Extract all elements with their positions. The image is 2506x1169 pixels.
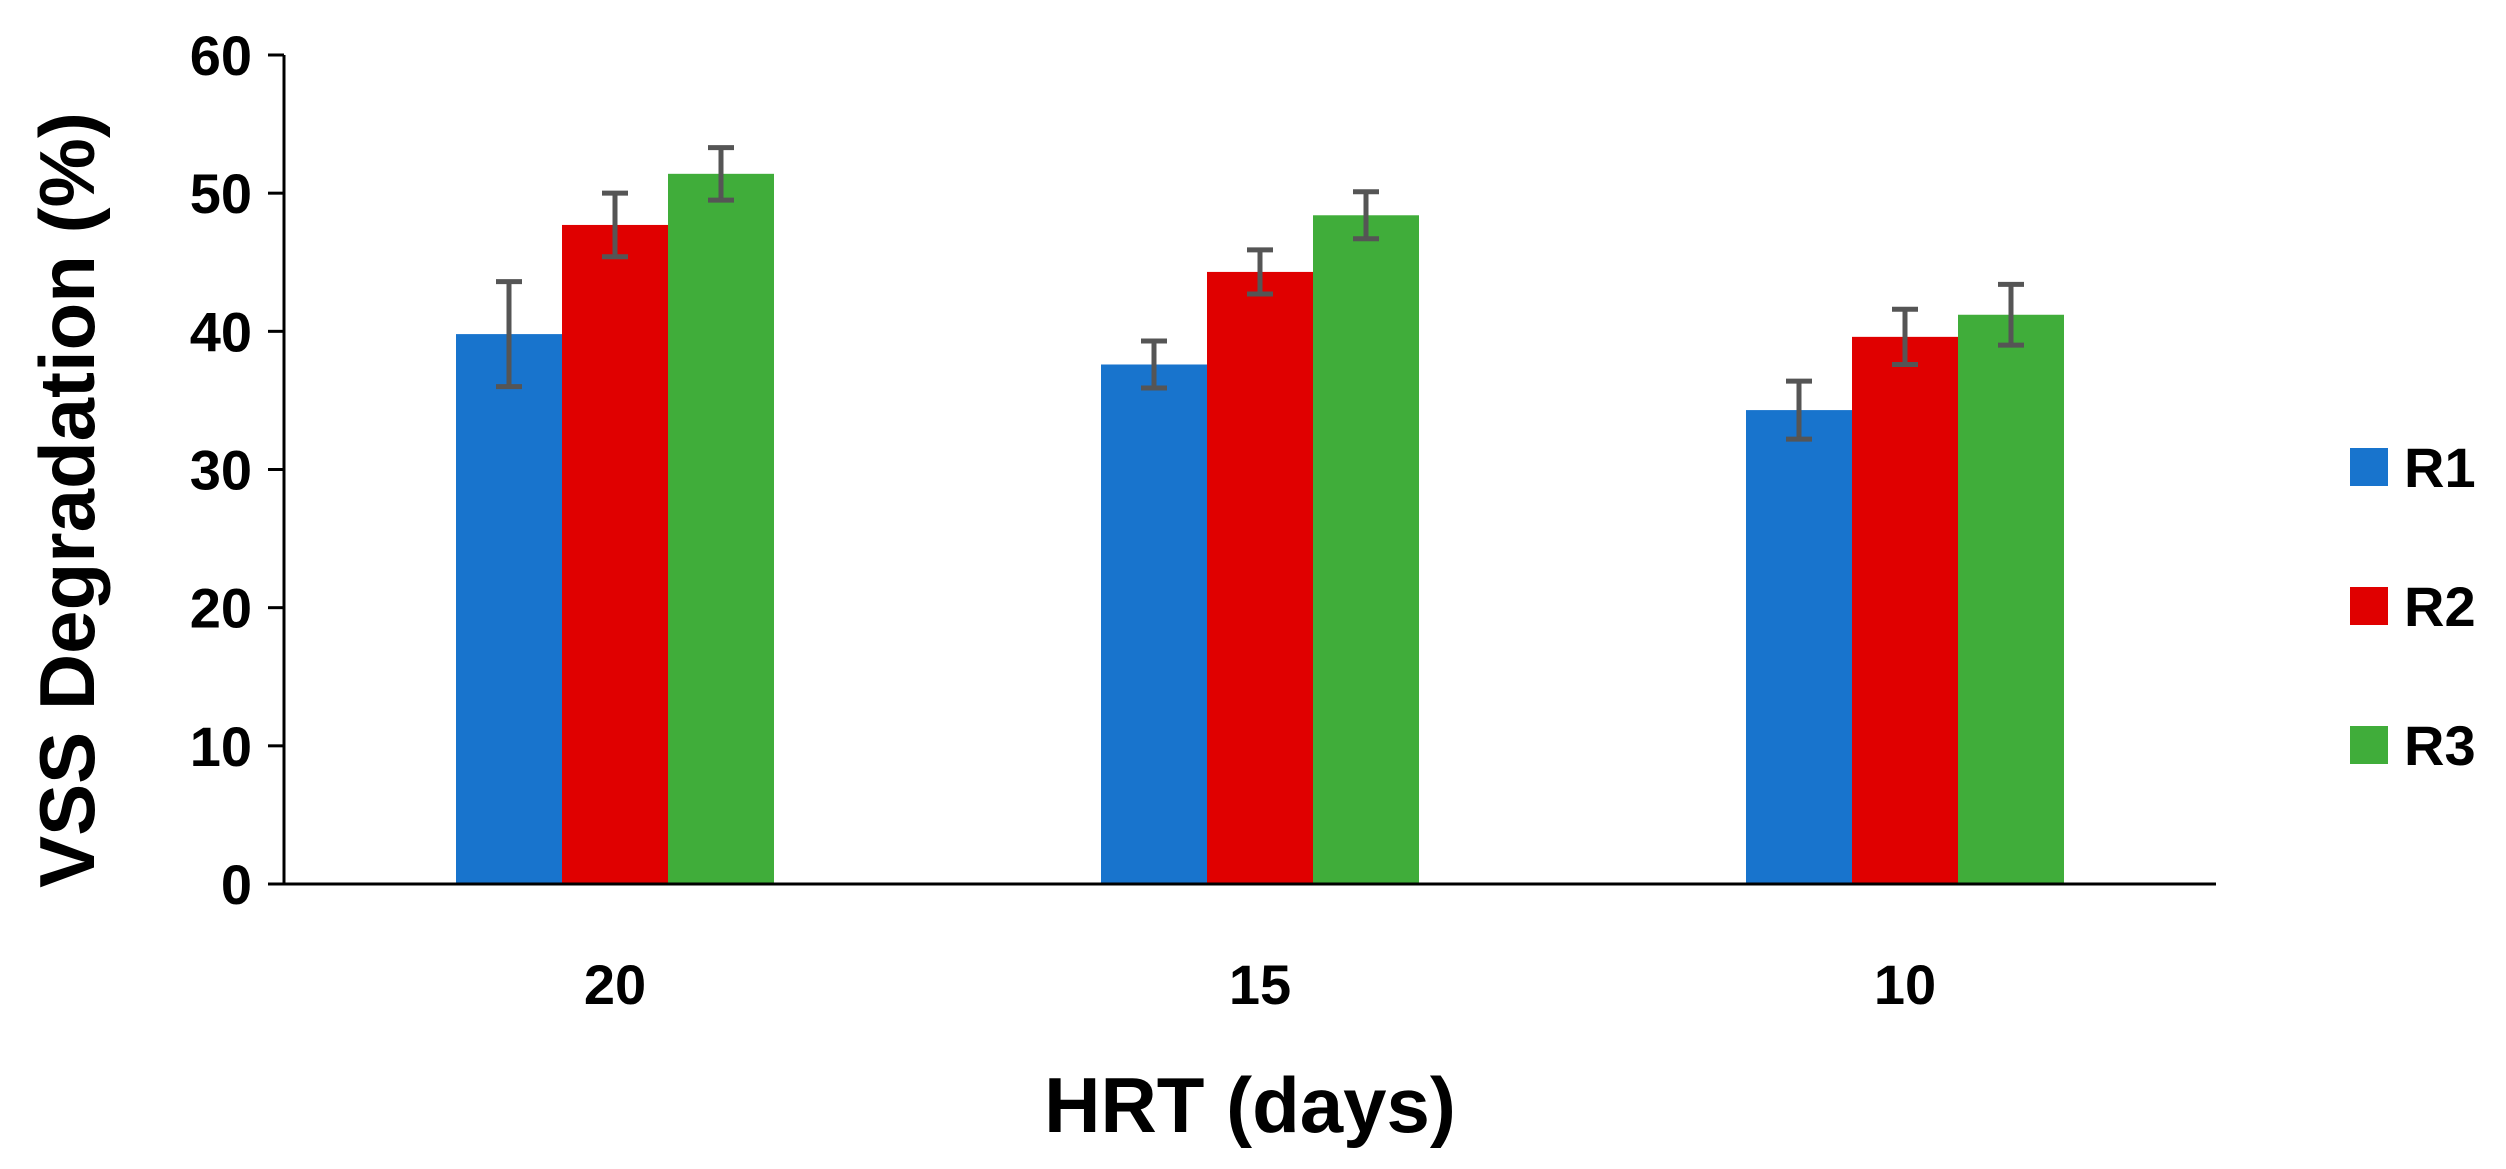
- bar-r2-20: [562, 224, 668, 884]
- y-tick-label-40: 40: [190, 300, 252, 363]
- x-tick-label-15: 15: [1229, 953, 1291, 1016]
- bar-r1-15: [1101, 364, 1207, 884]
- y-tick-label-50: 50: [190, 162, 252, 225]
- error-bar-r1-15: [1141, 338, 1167, 391]
- bar-r3-15: [1313, 215, 1419, 885]
- error-bar-r1-10: [1786, 378, 1812, 442]
- error-bar-r2-20: [602, 190, 628, 260]
- axes-layer: [268, 53, 2216, 886]
- legend-swatch-r2: [2350, 587, 2388, 625]
- y-tick-label-10: 10: [190, 715, 252, 778]
- legend-item-r2: R2: [2350, 575, 2476, 638]
- error-bar-r2-15: [1247, 247, 1273, 297]
- error-bars-layer: [496, 145, 2024, 442]
- y-tick-label-20: 20: [190, 577, 252, 640]
- bar-r1-20: [456, 334, 562, 884]
- x-axis-title: HRT (days): [1044, 1061, 1456, 1149]
- legend-swatch-r3: [2350, 726, 2388, 764]
- error-bar-r3-20: [708, 145, 734, 203]
- x-tick-label-20: 20: [584, 953, 646, 1016]
- legend-label-r3: R3: [2404, 714, 2476, 777]
- legend-label-r2: R2: [2404, 575, 2476, 638]
- labels-layer: 0 10 20 30 40 50 60 20 15 10: [190, 24, 1936, 1016]
- bar-r2-15: [1207, 271, 1313, 885]
- error-bar-r3-10: [1998, 281, 2024, 348]
- y-tick-label-0: 0: [221, 853, 252, 916]
- legend-label-r1: R1: [2404, 436, 2476, 499]
- legend-item-r1: R1: [2350, 436, 2476, 499]
- error-bar-r2-10: [1892, 306, 1918, 367]
- legend-item-r3: R3: [2350, 714, 2476, 777]
- bar-r3-10: [1958, 314, 2064, 885]
- x-tick-label-10: 10: [1874, 953, 1936, 1016]
- bars-layer: [456, 173, 2064, 885]
- y-axis-title: VSS Degradation (%): [23, 112, 111, 888]
- error-bar-r3-15: [1353, 189, 1379, 242]
- bar-r2-10: [1852, 336, 1958, 884]
- error-bar-r1-20: [496, 279, 522, 390]
- legend: R1 R2 R3: [2350, 436, 2476, 777]
- y-tick-label-60: 60: [190, 24, 252, 87]
- bar-r3-20: [668, 173, 774, 884]
- y-tick-label-30: 30: [190, 439, 252, 502]
- bar-r1-10: [1746, 410, 1852, 884]
- legend-swatch-r1: [2350, 448, 2388, 486]
